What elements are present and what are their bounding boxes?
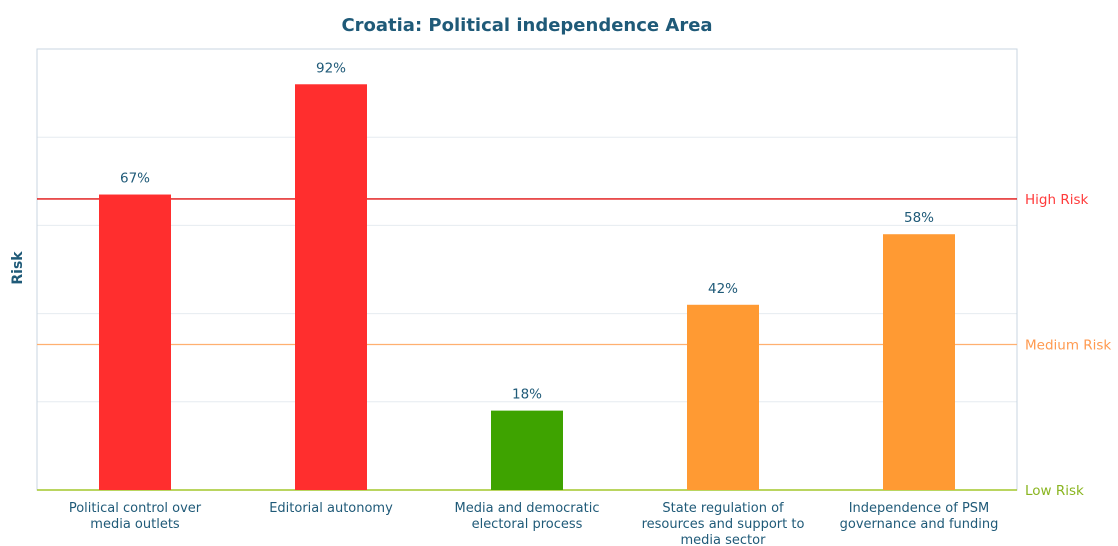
ref-label-1: Medium Risk [1025,337,1111,353]
x-axis-ticks: Political control over media outlets Edito… [69,501,999,546]
ref-label-2: Low Risk [1025,483,1084,499]
bar-3 [687,304,759,490]
bar-2 [491,410,563,490]
x-tick-label-0: Political control over media outlets [69,501,202,532]
x-tick-label-1: Editorial autonomy [269,501,393,516]
risk-reference-lines: High Risk Medium Risk Low Risk [37,192,1111,499]
data-label-0: 67% [120,171,150,187]
chart-title: Croatia: Political independence Area [341,15,712,36]
ref-label-0: High Risk [1025,192,1088,208]
x-tick-label-2: Media and democratic electoral process [455,501,600,532]
x-tick-label-4: Independence of PSM governance and fundin… [840,501,999,532]
y-axis-label: Risk [10,251,26,285]
data-label-4: 58% [904,210,934,226]
data-label-3: 42% [708,281,738,297]
bars: 67% 92% 18% 42% 58% [99,60,955,490]
bar-0 [99,194,171,490]
gridlines [37,48,1017,403]
x-tick-label-3: State regulation of resources and support… [642,501,805,546]
data-label-1: 92% [316,60,346,76]
data-label-2: 18% [512,387,542,403]
bar-4 [883,234,955,490]
bar-1 [295,84,367,490]
